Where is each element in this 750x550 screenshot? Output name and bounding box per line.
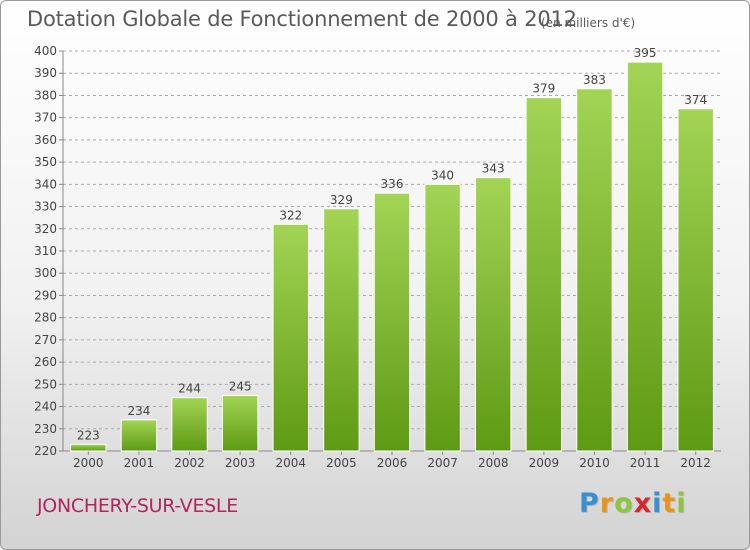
bar [272, 223, 309, 452]
bar-value-label: 329 [330, 193, 353, 207]
y-tick-label: 310 [34, 244, 57, 258]
y-tick-label: 260 [34, 355, 57, 369]
x-tick-label: 2006 [377, 456, 408, 470]
bar [576, 88, 613, 452]
bar-value-label: 395 [634, 46, 657, 60]
bar-value-label: 340 [431, 168, 454, 182]
bar [626, 61, 664, 452]
bar-value-label: 343 [482, 162, 505, 176]
logo-letter: P [579, 488, 600, 519]
y-tick-label: 280 [34, 311, 57, 325]
logo-letter: t [662, 488, 677, 519]
x-tick-label: 2010 [579, 456, 610, 470]
bar [171, 397, 208, 452]
logo-letter: o [614, 488, 634, 519]
chart-title: Dotation Globale de Fonctionnement de 20… [27, 7, 577, 31]
bar [323, 208, 360, 452]
x-tick-label: 2004 [275, 456, 306, 470]
proxiti-logo: Proxiti [579, 488, 687, 519]
x-tick-label: 2009 [529, 456, 560, 470]
logo-letter: x [633, 488, 653, 519]
y-tick-label: 270 [34, 333, 57, 347]
y-tick-label: 250 [34, 377, 57, 391]
labels-layer: 220 230 240 250 260 270 280 290 300 310 320 330 340 3… [34, 44, 711, 470]
x-tick-label: 2003 [225, 456, 256, 470]
bar [677, 108, 714, 452]
bar-value-label: 379 [532, 82, 555, 96]
bar [221, 394, 259, 452]
x-tick-label: 2007 [427, 456, 458, 470]
x-tick-label: 2002 [174, 456, 205, 470]
y-tick-label: 390 [34, 66, 57, 80]
y-tick-label: 240 [34, 400, 57, 414]
y-tick-label: 370 [34, 111, 57, 125]
y-tick-label: 330 [34, 200, 57, 214]
y-tick-label: 320 [34, 222, 57, 236]
y-tick-label: 350 [34, 155, 57, 169]
y-tick-label: 400 [34, 44, 57, 58]
bar [70, 443, 107, 452]
bar-value-label: 336 [381, 177, 404, 191]
logo-letter: i [652, 488, 663, 519]
y-tick-label: 380 [34, 88, 57, 102]
bar-value-label: 234 [127, 404, 150, 418]
bar [525, 97, 563, 452]
chart-subtitle: (en milliers d'€) [541, 16, 636, 30]
y-tick-label: 340 [34, 177, 57, 191]
commune-name: JONCHERY-SUR-VESLE [37, 495, 238, 517]
bar [475, 177, 512, 452]
x-tick-label: 2011 [630, 456, 661, 470]
x-tick-label: 2005 [326, 456, 357, 470]
bar [120, 419, 158, 452]
bar-value-label: 223 [77, 428, 100, 442]
x-tick-label: 2000 [73, 456, 104, 470]
y-tick-label: 360 [34, 133, 57, 147]
bar-value-label: 383 [583, 73, 606, 87]
x-tick-label: 2012 [680, 456, 711, 470]
bar-value-label: 244 [178, 382, 201, 396]
bar-value-label: 374 [684, 93, 707, 107]
logo-letter: r [599, 488, 615, 519]
logo-letter: i [676, 488, 687, 519]
y-tick-label: 230 [34, 422, 57, 436]
bar-value-label: 245 [229, 379, 252, 393]
bars-layer [70, 61, 714, 452]
bar [424, 183, 461, 452]
bar [373, 192, 411, 452]
y-tick-label: 290 [34, 288, 57, 302]
y-tick-label: 220 [34, 444, 57, 458]
bar-value-label: 322 [279, 208, 302, 222]
y-tick-label: 300 [34, 266, 57, 280]
x-tick-label: 2008 [478, 456, 509, 470]
x-tick-label: 2001 [124, 456, 155, 470]
